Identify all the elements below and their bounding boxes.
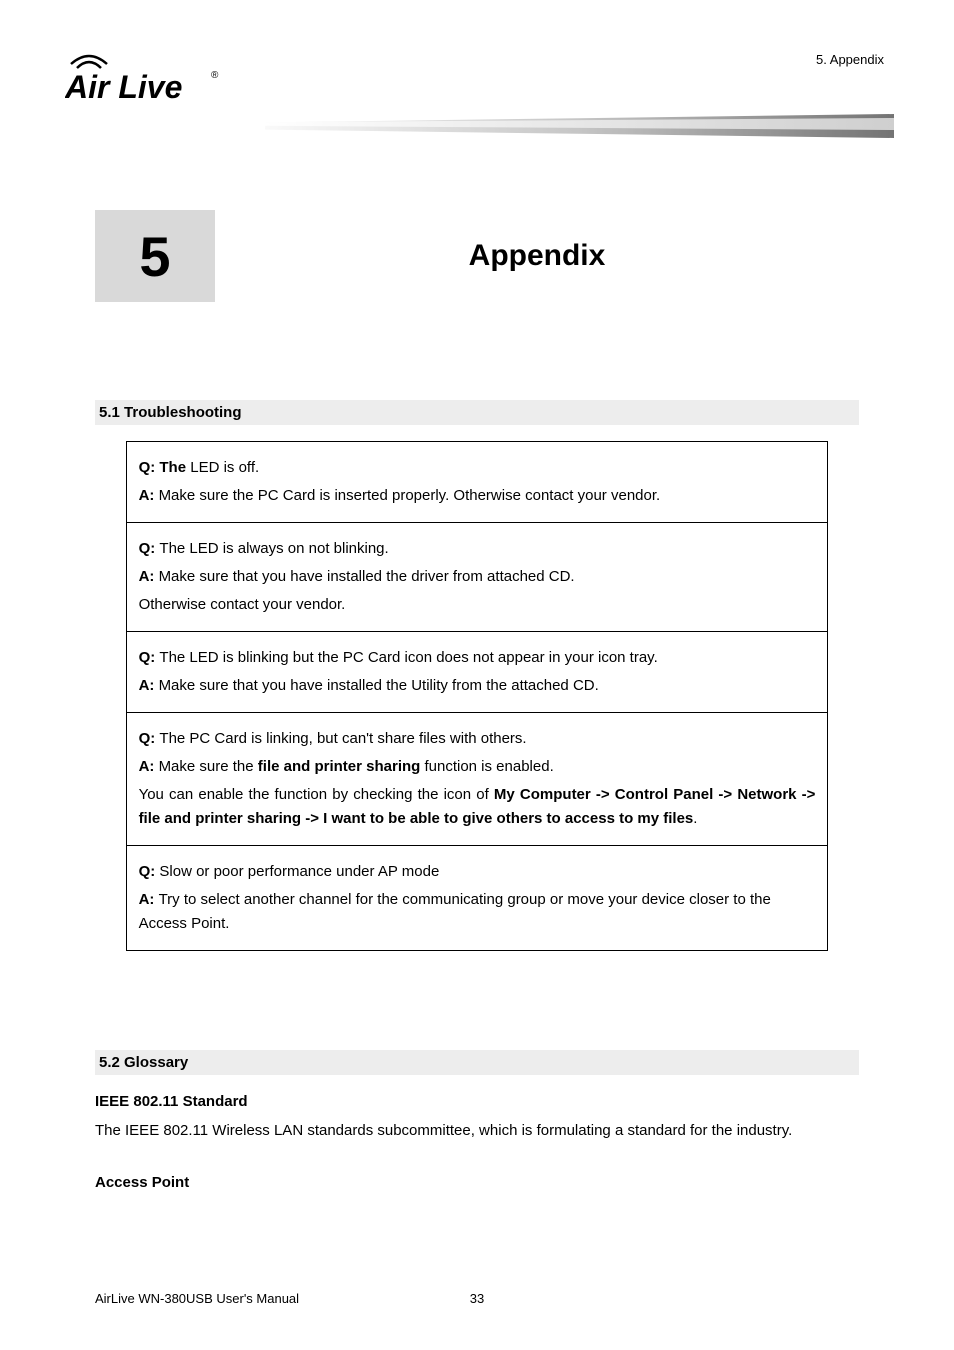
qa-text-part: Make sure the (159, 758, 258, 775)
table-row: Q: Slow or poor performance under AP mod… (126, 846, 828, 951)
header: Air Live ® 5. Appendix (65, 48, 894, 168)
qa-text-part: You can enable the function by checking … (139, 786, 494, 803)
section-5-2: 5.2 Glossary IEEE 802.11 Standard The IE… (95, 1050, 859, 1201)
glossary-sub1-body: The IEEE 802.11 Wireless LAN standards s… (95, 1120, 859, 1143)
qa-line: You can enable the function by checking … (139, 783, 816, 831)
qa-text-part: function is enabled. (420, 758, 553, 775)
chapter-number-block: 5 (95, 210, 215, 302)
qa-text: Slow or poor performance under AP mode (159, 863, 439, 880)
qa-prefix: A: (139, 758, 159, 775)
page: Air Live ® 5. Appendix 5 Appendix 5.1 Tr… (0, 0, 954, 1350)
section-5-2-heading: 5.2 Glossary (95, 1050, 859, 1075)
glossary-sub1-title: IEEE 802.11 Standard (95, 1091, 859, 1114)
table-cell: Q: The LED is always on not blinking. A: … (126, 523, 828, 632)
qa-text: Try to select another channel for the co… (139, 891, 771, 932)
table-cell: Q: The LED is off. A: Make sure the PC Ca… (126, 442, 828, 523)
svg-text:Air Live: Air Live (65, 69, 182, 104)
qa-text-part: . (693, 810, 697, 827)
qa-text: Make sure that you have installed the Ut… (159, 677, 599, 694)
qa-prefix: Q: (139, 730, 160, 747)
qa-prefix: Q: (139, 540, 160, 557)
qa-text: LED is off. (190, 459, 259, 476)
qa-line: A: Make sure the file and printer sharin… (139, 755, 816, 779)
qa-text: Make sure that you have installed the dr… (159, 568, 575, 585)
qa-text: Otherwise contact your vendor. (139, 596, 346, 613)
table-row: Q: The LED is blinking but the PC Card i… (126, 632, 828, 713)
table-row: Q: The LED is always on not blinking. A: … (126, 523, 828, 632)
qa-text: The LED is blinking but the PC Card icon… (159, 649, 657, 666)
troubleshooting-table: Q: The LED is off. A: Make sure the PC Ca… (126, 441, 829, 951)
chapter-header: 5 Appendix (95, 210, 859, 302)
qa-line: A: Try to select another channel for the… (139, 888, 816, 936)
qa-line: A: Make sure that you have installed the… (139, 674, 816, 698)
qa-prefix: A: (139, 487, 159, 504)
section-5-1-heading: 5.1 Troubleshooting (95, 400, 859, 425)
qa-line: Otherwise contact your vendor. (139, 593, 816, 617)
section-5-1: 5.1 Troubleshooting Q: The LED is off. A:… (95, 400, 859, 951)
table-cell: Q: Slow or poor performance under AP mod… (126, 846, 828, 951)
airlive-logo: Air Live ® (65, 48, 235, 109)
glossary-body: IEEE 802.11 Standard The IEEE 802.11 Wir… (95, 1091, 859, 1195)
svg-text:®: ® (211, 70, 219, 81)
qa-prefix: A: (139, 568, 159, 585)
glossary-sub2-title: Access Point (95, 1172, 859, 1195)
table-row: Q: The LED is off. A: Make sure the PC Ca… (126, 442, 828, 523)
qa-line: A: Make sure the PC Card is inserted pro… (139, 484, 816, 508)
qa-line: Q: The LED is off. (139, 456, 816, 480)
qa-prefix: A: (139, 677, 159, 694)
table-cell: Q: The PC Card is linking, but can't sha… (126, 713, 828, 846)
header-bar (265, 106, 894, 146)
qa-text: Make sure the PC Card is inserted proper… (159, 487, 661, 504)
qa-line: Q: The LED is blinking but the PC Card i… (139, 646, 816, 670)
qa-prefix: A: (139, 891, 159, 908)
qa-text-part: file and printer sharing (258, 758, 421, 775)
header-section-label: 5. Appendix (816, 52, 884, 67)
qa-line: Q: Slow or poor performance under AP mod… (139, 860, 816, 884)
qa-text: The LED is always on not blinking. (159, 540, 388, 557)
qa-text: The PC Card is linking, but can't share … (159, 730, 526, 747)
qa-line: Q: The LED is always on not blinking. (139, 537, 816, 561)
table-cell: Q: The LED is blinking but the PC Card i… (126, 632, 828, 713)
qa-prefix: Q: (139, 649, 160, 666)
qa-line: A: Make sure that you have installed the… (139, 565, 816, 589)
qa-prefix: Q: (139, 863, 160, 880)
chapter-title: Appendix (215, 239, 859, 273)
qa-prefix: Q: The (139, 459, 191, 476)
qa-line: Q: The PC Card is linking, but can't sha… (139, 727, 816, 751)
footer-page-number: 33 (470, 1291, 484, 1306)
chapter-number: 5 (139, 224, 170, 289)
table-row: Q: The PC Card is linking, but can't sha… (126, 713, 828, 846)
